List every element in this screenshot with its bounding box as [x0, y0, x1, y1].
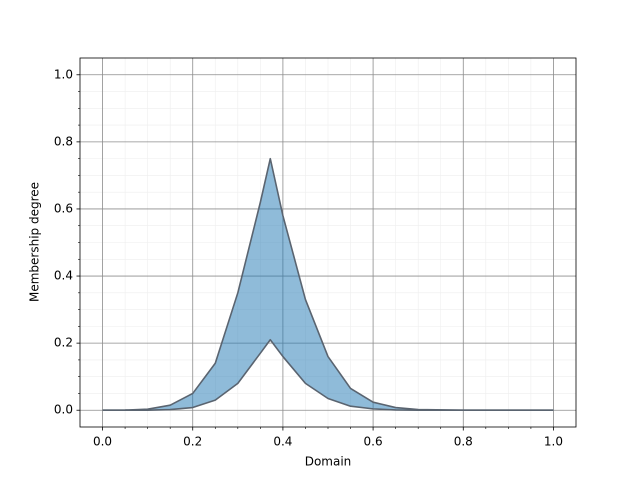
x-tick-label: 0.6 [364, 435, 383, 449]
x-tick-label: 0.2 [183, 435, 202, 449]
y-tick-label: 0.6 [54, 201, 73, 215]
x-axis-label: Domain [305, 455, 352, 469]
x-tick-label: 0.0 [93, 435, 112, 449]
x-tick-label: 1.0 [544, 435, 563, 449]
y-tick-label: 0.8 [54, 134, 73, 148]
band-fill [102, 158, 554, 411]
y-tick-label: 0.2 [54, 336, 73, 350]
x-tick-label: 0.4 [273, 435, 292, 449]
y-tick-label: 0.4 [54, 269, 73, 283]
y-tick-label: 1.0 [54, 67, 73, 81]
x-tick-label: 0.8 [454, 435, 473, 449]
plot-frame [79, 57, 577, 428]
membership-line [102, 338, 554, 412]
y-axis-label: Membership degree [28, 182, 42, 302]
y-tick-label: 0.0 [54, 403, 73, 417]
